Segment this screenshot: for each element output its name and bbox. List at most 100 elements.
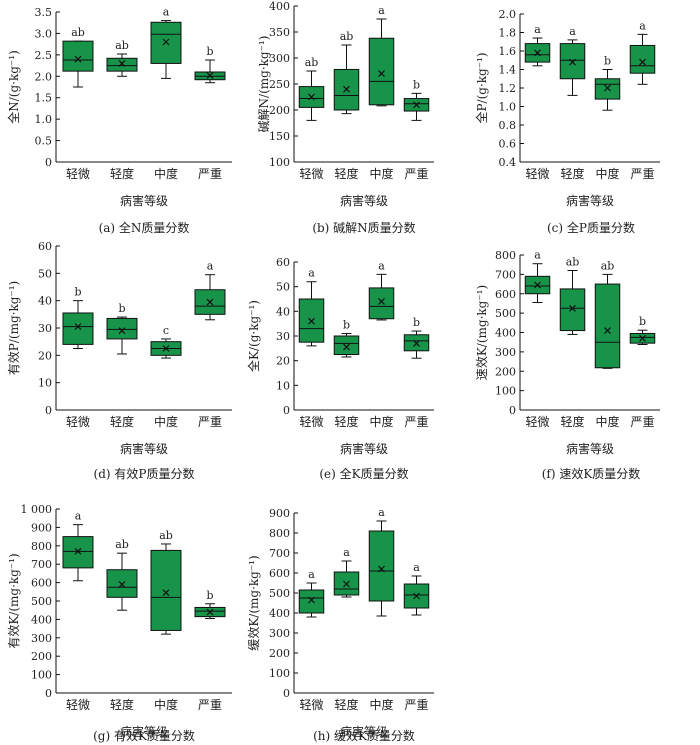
y-tick-label: 50 bbox=[276, 281, 290, 294]
mean-marker bbox=[118, 581, 126, 588]
significance-label: ab bbox=[601, 259, 615, 272]
x-tick-label: 轻度 bbox=[334, 414, 358, 429]
significance-label: a bbox=[308, 267, 315, 280]
x-tick-label: 中度 bbox=[595, 166, 619, 181]
significance-label: a bbox=[378, 506, 385, 519]
box-2: b 中度 bbox=[594, 55, 621, 181]
y-tick-label: 0.5 bbox=[35, 135, 53, 148]
box-body bbox=[368, 287, 395, 320]
significance-label: b bbox=[206, 589, 213, 602]
y-axis-title: 全K/(g·kg⁻¹) bbox=[246, 300, 261, 372]
x-tick-label: 严重 bbox=[630, 415, 654, 429]
x-axis-title: 病害等级 bbox=[120, 441, 168, 456]
x-tick-label: 中度 bbox=[154, 697, 178, 712]
mean-marker bbox=[162, 345, 170, 352]
box-2: a 中度 bbox=[368, 259, 395, 429]
chart-panel-0: 00.51.01.52.02.53.03.5全N/(g·kg⁻¹)ab轻微ab轻… bbox=[6, 6, 232, 235]
box-1: ab 轻度 bbox=[333, 30, 360, 181]
box-0: a 轻微 bbox=[524, 249, 551, 429]
panel-caption: (a) 全N质量分数 bbox=[99, 220, 190, 235]
significance-label: b bbox=[413, 316, 420, 329]
mean-marker bbox=[413, 592, 420, 600]
panel-caption: (e) 全K质量分数 bbox=[319, 466, 408, 481]
y-tick-label: 150 bbox=[269, 130, 290, 143]
mean-marker bbox=[343, 85, 350, 93]
x-tick-label: 中度 bbox=[154, 414, 178, 429]
mean-marker bbox=[74, 55, 82, 63]
y-tick-label: 1.6 bbox=[499, 45, 517, 58]
mean-marker bbox=[162, 589, 170, 597]
mean-marker bbox=[413, 101, 420, 109]
box-3: b 严重 bbox=[194, 589, 226, 712]
x-tick-label: 严重 bbox=[404, 698, 428, 712]
box-0: ab 轻微 bbox=[62, 26, 94, 181]
x-tick-label: 轻微 bbox=[525, 167, 549, 181]
mean-marker bbox=[378, 70, 385, 78]
x-tick-label: 轻微 bbox=[299, 698, 323, 712]
y-tick-label: 0.6 bbox=[499, 138, 517, 151]
significance-label: ab bbox=[115, 538, 129, 551]
y-tick-label: 10 bbox=[38, 377, 52, 390]
y-tick-label: 1.8 bbox=[499, 27, 517, 40]
mean-marker bbox=[308, 596, 315, 604]
x-tick-label: 严重 bbox=[630, 167, 654, 181]
panel-caption: (g) 有效K质量分数 bbox=[93, 728, 195, 743]
significance-label: a bbox=[207, 260, 214, 273]
x-tick-label: 中度 bbox=[369, 697, 393, 712]
x-tick-label: 中度 bbox=[369, 166, 393, 181]
box-0: a 轻微 bbox=[524, 23, 551, 181]
significance-label: ab bbox=[566, 256, 580, 269]
y-tick-label: 1.5 bbox=[35, 92, 53, 105]
box-body bbox=[298, 298, 325, 343]
y-axis-title: 有效P/(mg·kg⁻¹) bbox=[6, 281, 21, 375]
y-tick-label: 0 bbox=[283, 404, 290, 417]
y-axis-title: 速效K/(mg·kg⁻¹) bbox=[474, 285, 489, 380]
y-tick-label: 300 bbox=[269, 52, 290, 65]
y-tick-label: 20 bbox=[276, 355, 290, 368]
x-tick-label: 轻微 bbox=[525, 415, 549, 429]
x-tick-label: 严重 bbox=[404, 167, 428, 181]
box-1: ab 轻度 bbox=[106, 538, 138, 712]
box-body bbox=[594, 78, 621, 100]
y-axis-title: 缓效K/(mg·kg⁻¹) bbox=[246, 555, 261, 650]
x-axis-title: 病害等级 bbox=[340, 441, 388, 456]
box-body bbox=[368, 530, 395, 602]
significance-label: a bbox=[163, 6, 170, 19]
x-tick-label: 轻微 bbox=[299, 415, 323, 429]
x-tick-label: 轻度 bbox=[110, 166, 134, 181]
significance-label: a bbox=[378, 259, 385, 272]
panel-caption: (c) 全P质量分数 bbox=[547, 220, 635, 235]
box-body bbox=[106, 569, 138, 598]
mean-marker bbox=[413, 339, 420, 347]
x-axis-title: 病害等级 bbox=[120, 193, 168, 208]
box-3: a 严重 bbox=[629, 19, 656, 181]
mean-marker bbox=[378, 565, 385, 573]
box-body bbox=[629, 44, 656, 74]
mean-marker bbox=[343, 580, 350, 588]
box-body bbox=[368, 37, 395, 106]
y-tick-label: 300 bbox=[495, 346, 516, 359]
mean-marker bbox=[308, 93, 315, 101]
box-body bbox=[62, 312, 94, 345]
y-tick-label: 3.0 bbox=[35, 27, 53, 40]
x-tick-label: 轻微 bbox=[66, 415, 90, 429]
box-body bbox=[298, 589, 325, 614]
box-2: ab 中度 bbox=[150, 529, 182, 712]
y-tick-label: 30 bbox=[276, 330, 290, 343]
y-tick-label: 3.5 bbox=[35, 6, 53, 19]
significance-label: a bbox=[639, 19, 646, 32]
box-0: a 轻微 bbox=[62, 510, 94, 712]
y-tick-label: 400 bbox=[269, 607, 290, 620]
y-tick-label: 1.2 bbox=[499, 82, 517, 95]
box-0: b 轻微 bbox=[62, 286, 94, 429]
significance-label: b bbox=[413, 78, 420, 91]
x-tick-label: 严重 bbox=[198, 698, 222, 712]
chart-panel-7: 0 100 200 300 400 500 600 700 800 900 缓效K/(mg·kg⁻¹… bbox=[246, 506, 434, 743]
box-body bbox=[62, 536, 94, 569]
box-3: b 严重 bbox=[403, 78, 430, 181]
x-tick-label: 轻度 bbox=[110, 697, 134, 712]
mean-marker bbox=[343, 343, 350, 351]
y-tick-label: 700 bbox=[31, 558, 52, 571]
